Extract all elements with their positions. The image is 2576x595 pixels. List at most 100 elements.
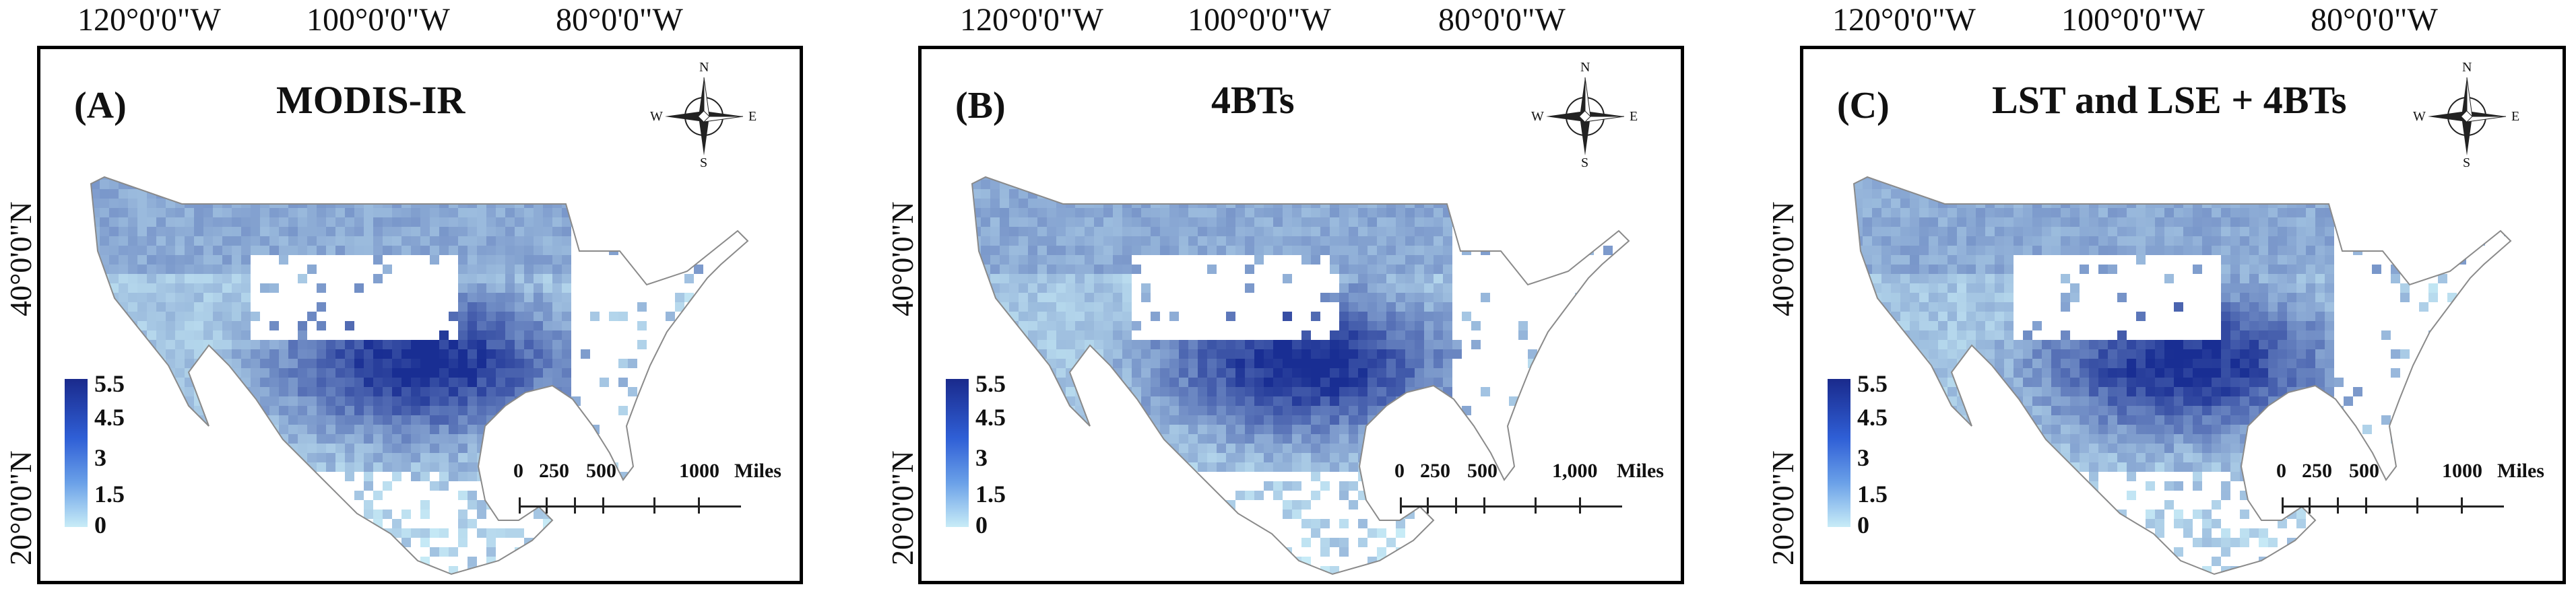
- scale-tick: [2282, 497, 2284, 514]
- compass-w: W: [1531, 109, 1544, 124]
- lat-label-b-20: 20°0'0"N: [885, 450, 920, 565]
- panel-title: LST and LSE + 4BTs: [1992, 78, 2347, 122]
- legend-tick: 0: [1857, 512, 1869, 538]
- scale-tick: [1535, 497, 1537, 514]
- legend-tick: 1.5: [975, 481, 1006, 508]
- legend-tick: 4.5: [1857, 404, 1888, 431]
- north-arrow-icon: N S W E: [2413, 60, 2521, 170]
- compass-e: E: [748, 109, 757, 124]
- map-canvas: [1853, 176, 2512, 575]
- scale-bar: 0 250 500 1,000 Miles: [1386, 460, 1669, 534]
- compass-w: W: [650, 109, 663, 124]
- compass-n: N: [1580, 60, 1590, 75]
- scale-label: 500: [2349, 460, 2379, 482]
- lat-label-c-40: 40°0'0"N: [1766, 201, 1800, 316]
- scale-tick: [2337, 497, 2339, 514]
- lon-label-a-120: 120°0'0"W: [77, 2, 221, 38]
- lon-label-b-100: 100°0'0"W: [1188, 2, 1331, 38]
- scale-label: 250: [539, 460, 569, 482]
- scale-line: [1400, 505, 1622, 508]
- map-canvas: [971, 176, 1630, 575]
- lon-label-a-80: 80°0'0"W: [556, 2, 683, 38]
- scale-tick: [1427, 497, 1429, 514]
- scale-label: 0: [2276, 460, 2286, 482]
- legend-tick: 5.5: [94, 370, 125, 397]
- lat-label-a-40: 40°0'0"N: [3, 201, 38, 316]
- scale-line: [2282, 505, 2504, 508]
- panel-letter: (B): [955, 85, 1006, 127]
- scale-label: 0: [1394, 460, 1405, 482]
- compass-s: S: [1581, 155, 1589, 170]
- scale-tick: [2416, 497, 2418, 514]
- scale-tick: [2365, 497, 2367, 514]
- panel-title: 4BTs: [1211, 78, 1295, 122]
- legend-tick: 3: [975, 444, 988, 471]
- scale-label: 500: [1467, 460, 1498, 482]
- lon-label-a-100: 100°0'0"W: [307, 2, 450, 38]
- legend-tick: 3: [1857, 444, 1869, 471]
- legend-color-ramp: [946, 379, 969, 527]
- legend-tick: 4.5: [94, 404, 125, 431]
- scale-bar: 0 250 500 1000 Miles: [505, 460, 788, 534]
- scale-bar: 0 250 500 1000 Miles: [2268, 460, 2551, 534]
- scale-label: Miles: [734, 460, 781, 482]
- lon-label-c-100: 100°0'0"W: [2061, 2, 2205, 38]
- scale-label: 250: [1420, 460, 1450, 482]
- lat-label-a-20: 20°0'0"N: [3, 450, 38, 565]
- coastline: [90, 176, 749, 575]
- scale-label: 250: [2302, 460, 2332, 482]
- scale-tick: [602, 497, 604, 514]
- north-arrow-icon: N S W E: [650, 60, 758, 170]
- scale-tick: [1579, 497, 1581, 514]
- legend-tick: 1.5: [1857, 481, 1888, 508]
- scale-tick: [574, 497, 576, 514]
- scale-tick: [2309, 497, 2311, 514]
- map-panel-a: (A) MODIS-IR N S W E 5.5 4.5 3 1.5 0 0 2…: [37, 46, 803, 584]
- map-panel-b: (B) 4BTs N S W E 5.5 4.5 3 1.5 0 0 250 5…: [918, 46, 1684, 584]
- lat-label-b-40: 40°0'0"N: [885, 201, 920, 316]
- compass-n: N: [699, 60, 709, 75]
- compass-n: N: [2462, 60, 2472, 75]
- legend-tick: 0: [975, 512, 988, 538]
- legend-color-ramp: [1828, 379, 1850, 527]
- legend-tick: 0: [94, 512, 106, 538]
- scale-tick: [546, 497, 548, 514]
- scale-tick: [698, 497, 700, 514]
- compass-rose: [665, 77, 744, 155]
- compass-e: E: [2511, 109, 2520, 124]
- panel-letter: (A): [74, 85, 127, 127]
- scale-label: Miles: [1617, 460, 1664, 482]
- legend-tick: 3: [94, 444, 106, 471]
- compass-s: S: [700, 155, 708, 170]
- scale-tick: [1400, 497, 1402, 514]
- map-canvas: [90, 176, 749, 575]
- compass-rose: [2428, 77, 2507, 155]
- scale-label: 500: [586, 460, 616, 482]
- scale-label: 1,000: [1552, 460, 1598, 482]
- lat-label-c-20: 20°0'0"N: [1766, 450, 1800, 565]
- compass-rose: [1546, 77, 1625, 155]
- scale-tick: [519, 497, 521, 514]
- lon-label-b-80: 80°0'0"W: [1438, 2, 1566, 38]
- scale-label: 1000: [2442, 460, 2482, 482]
- coastline: [1853, 176, 2512, 575]
- panel-letter: (C): [1837, 85, 1890, 127]
- legend-tick: 1.5: [94, 481, 125, 508]
- legend-color-ramp: [65, 379, 88, 527]
- scale-tick: [653, 497, 655, 514]
- compass-w: W: [2413, 109, 2426, 124]
- scale-label: 0: [513, 460, 523, 482]
- legend-tick: 4.5: [975, 404, 1006, 431]
- lon-label-b-120: 120°0'0"W: [960, 2, 1103, 38]
- lon-label-c-80: 80°0'0"W: [2311, 2, 2438, 38]
- scale-line: [519, 505, 741, 508]
- legend-tick: 5.5: [975, 370, 1006, 397]
- north-arrow-icon: N S W E: [1531, 60, 1639, 170]
- coastline: [971, 176, 1630, 575]
- legend-tick: 5.5: [1857, 370, 1888, 397]
- scale-tick: [1455, 497, 1457, 514]
- scale-tick: [1483, 497, 1485, 514]
- panel-title: MODIS-IR: [276, 78, 465, 122]
- compass-s: S: [2463, 155, 2471, 170]
- scale-tick: [2461, 497, 2463, 514]
